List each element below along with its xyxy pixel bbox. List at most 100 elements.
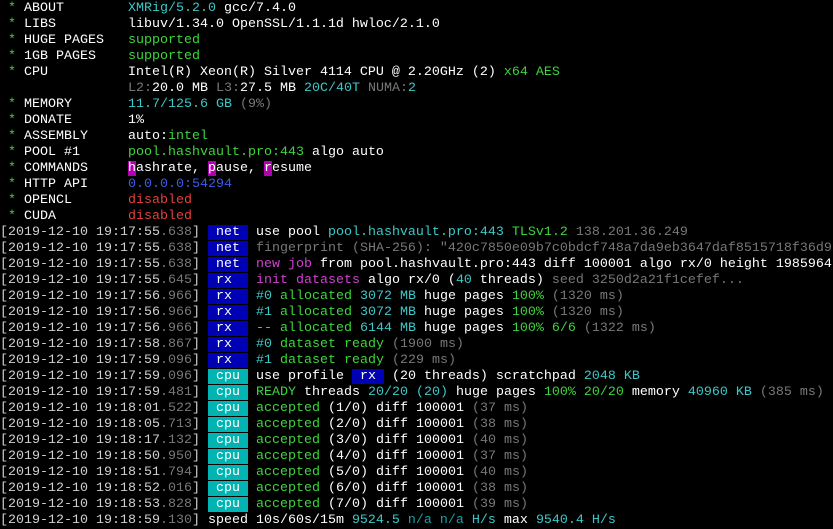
log-tag-badge: cpu: [207, 449, 248, 464]
text-segment: scratchpad: [487, 369, 584, 384]
text-segment: ]: [191, 497, 208, 512]
text-segment: POOL #1: [24, 145, 128, 160]
text-segment: (40 ms): [463, 465, 528, 480]
text-segment: 20C/40T: [303, 81, 360, 96]
text-segment: 9524.5: [351, 513, 400, 528]
text-segment: 40: [455, 273, 472, 288]
text-segment: (39 ms): [463, 497, 528, 512]
summary-line: * HUGE PAGES supported: [0, 33, 833, 49]
text-segment: x64 AES: [495, 65, 560, 80]
log-tag-badge: rx: [207, 305, 248, 320]
text-segment: [248, 321, 256, 336]
text-segment: new job: [255, 257, 312, 272]
text-segment: .130: [159, 513, 192, 528]
text-segment: [2019-12-10 19:18:50: [0, 449, 160, 464]
log-line: [2019-12-10 19:17:55.638] net use pool p…: [0, 225, 833, 241]
text-segment: *: [0, 145, 24, 160]
text-segment: 138.201.36.249: [567, 225, 688, 240]
text-segment: ]: [191, 433, 208, 448]
log-line: [2019-12-10 19:18:51.794] cpu accepted (…: [0, 465, 833, 481]
text-segment: ]: [191, 225, 208, 240]
text-segment: HUGE PAGES: [24, 33, 128, 48]
text-segment: gcc/7.4.0: [215, 1, 296, 16]
summary-line: * HTTP API 0.0.0.0:54294: [0, 177, 833, 193]
text-segment: dataset ready: [271, 353, 384, 368]
text-segment: [248, 417, 256, 432]
text-segment: from pool.hashvault.pro:443 diff 100001 …: [311, 257, 832, 272]
summary-line: * ABOUT XMRig/5.2.0 gcc/7.4.0: [0, 1, 833, 17]
text-segment: L3:: [215, 81, 240, 96]
text-segment: [2019-12-10 19:17:58: [0, 337, 160, 352]
log-tag-badge: net: [207, 225, 248, 240]
text-segment: *: [0, 97, 24, 112]
text-segment: ]: [191, 257, 208, 272]
text-segment: [2019-12-10 19:17:56: [0, 321, 160, 336]
text-segment: [2019-12-10 19:17:56: [0, 289, 160, 304]
text-segment: (2/0) diff: [319, 417, 416, 432]
text-segment: 40960 KB: [687, 385, 752, 400]
text-segment: 1GB PAGES: [24, 49, 128, 64]
text-segment: .522: [159, 401, 192, 416]
text-segment: (385 ms): [751, 385, 824, 400]
text-segment: (40 ms): [463, 433, 528, 448]
text-segment: [248, 401, 256, 416]
text-segment: ashrate,: [135, 161, 208, 176]
text-segment: .132: [159, 433, 192, 448]
text-segment: 2: [407, 81, 416, 96]
text-segment: accepted: [255, 401, 320, 416]
text-segment: pool.hashvault.pro:443: [127, 145, 304, 160]
text-segment: init datasets: [255, 273, 360, 288]
log-line: [2019-12-10 19:17:59.096] cpu use profil…: [0, 369, 833, 385]
text-segment: 100001: [415, 417, 464, 432]
text-segment: *: [0, 113, 24, 128]
text-segment: (20): [407, 385, 448, 400]
text-segment: max: [495, 513, 536, 528]
text-segment: *: [0, 65, 24, 80]
text-segment: [248, 465, 256, 480]
text-segment: libuv/1.34.0 OpenSSL/1.1.1d hwloc/2.1.0: [127, 17, 440, 32]
command-hotkey: h: [127, 161, 136, 176]
text-segment: 0.0.0.0:54294: [127, 177, 232, 192]
log-tag-badge: cpu: [207, 401, 248, 416]
text-segment: MEMORY: [24, 97, 128, 112]
summary-line: * OPENCL disabled: [0, 193, 833, 209]
text-segment: [248, 369, 256, 384]
text-segment: n/a n/a: [399, 513, 464, 528]
text-segment: (1322 ms): [575, 321, 656, 336]
text-segment: #1: [255, 305, 272, 320]
text-segment: (38 ms): [463, 417, 528, 432]
log-line: [2019-12-10 19:17:55.645] rx init datase…: [0, 273, 833, 289]
summary-line: * CUDA disabled: [0, 209, 833, 225]
summary-line: * CPU Intel(R) Xeon(R) Silver 4114 CPU @…: [0, 65, 833, 81]
text-segment: [248, 433, 256, 448]
text-segment: *: [0, 193, 24, 208]
text-segment: .645: [159, 273, 192, 288]
text-segment: (4/0) diff: [319, 449, 416, 464]
summary-line: * ASSEMBLY auto:intel: [0, 129, 833, 145]
text-segment: [2019-12-10 19:17:55: [0, 241, 160, 256]
text-segment: [2019-12-10 19:17:56: [0, 305, 160, 320]
text-segment: seed 3250d2a21f1cefef...: [543, 273, 744, 288]
text-segment: ause,: [215, 161, 264, 176]
log-line: [2019-12-10 19:18:52.016] cpu accepted (…: [0, 481, 833, 497]
text-segment: 11.7/125.6 GB: [127, 97, 232, 112]
text-segment: .481: [159, 385, 192, 400]
text-segment: LIBS: [24, 17, 128, 32]
text-segment: *: [0, 129, 24, 144]
text-segment: L2:: [127, 81, 152, 96]
text-segment: ]: [191, 241, 208, 256]
text-segment: use pool: [255, 225, 328, 240]
summary-line: * DONATE 1%: [0, 113, 833, 129]
text-segment: CUDA: [24, 209, 128, 224]
log-tag-badge: rx: [207, 353, 248, 368]
text-segment: 100001: [415, 481, 464, 496]
log-line: [2019-12-10 19:18:50.950] cpu accepted (…: [0, 449, 833, 465]
text-segment: .096: [159, 353, 192, 368]
text-segment: ABOUT: [24, 1, 128, 16]
text-segment: accepted: [255, 481, 320, 496]
text-segment: (9%): [231, 97, 272, 112]
text-segment: ]: [191, 417, 208, 432]
text-segment: huge pages: [415, 321, 512, 336]
text-segment: supported: [127, 33, 200, 48]
